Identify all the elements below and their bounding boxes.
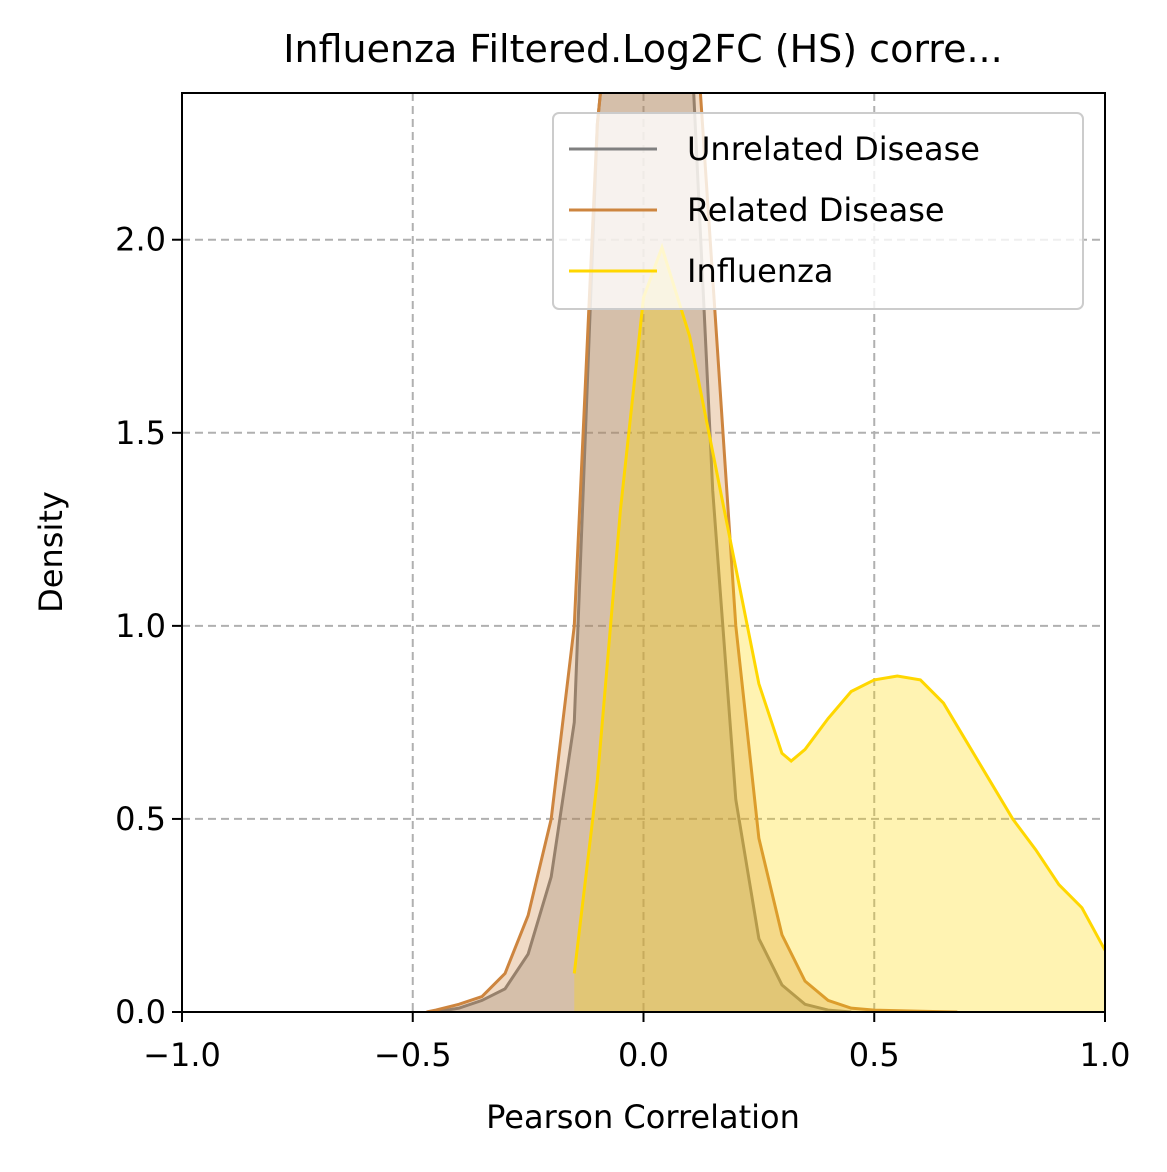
- y-tick-label: 0.5: [115, 800, 166, 838]
- y-axis-label: Density: [32, 491, 70, 613]
- density-area: [574, 247, 1105, 1012]
- x-tick-label: 0.0: [618, 1036, 669, 1074]
- chart-title: Influenza Filtered.Log2FC (HS) corre...: [283, 27, 1002, 71]
- legend-label: Influenza: [687, 252, 834, 290]
- legend-label: Unrelated Disease: [687, 130, 980, 168]
- x-tick-label: 1.0: [1080, 1036, 1131, 1074]
- density-area: [435, 93, 852, 1012]
- y-tick-label: 0.0: [115, 993, 166, 1031]
- density-line: [426, 93, 958, 1012]
- y-tick-label: 1.5: [115, 414, 166, 452]
- legend-label: Related Disease: [687, 191, 945, 229]
- density-area: [426, 93, 958, 1012]
- density-line: [435, 93, 852, 1012]
- y-tick-label: 2.0: [115, 221, 166, 259]
- x-tick-label: 0.5: [849, 1036, 900, 1074]
- legend-box: [552, 112, 1084, 310]
- legend: Unrelated Disease Related Disease Influenz…: [552, 112, 1084, 310]
- plot-area: [426, 93, 1105, 1012]
- y-tick-label: 1.0: [115, 607, 166, 645]
- x-tick-label: −1.0: [143, 1036, 221, 1074]
- x-axis-label: Pearson Correlation: [486, 1098, 800, 1136]
- x-tick-label: −0.5: [374, 1036, 452, 1074]
- axes: −1.0 −0.5 0.0 0.5 1.0 0.0 0.5 1.0 1.5 2.0: [115, 221, 1130, 1074]
